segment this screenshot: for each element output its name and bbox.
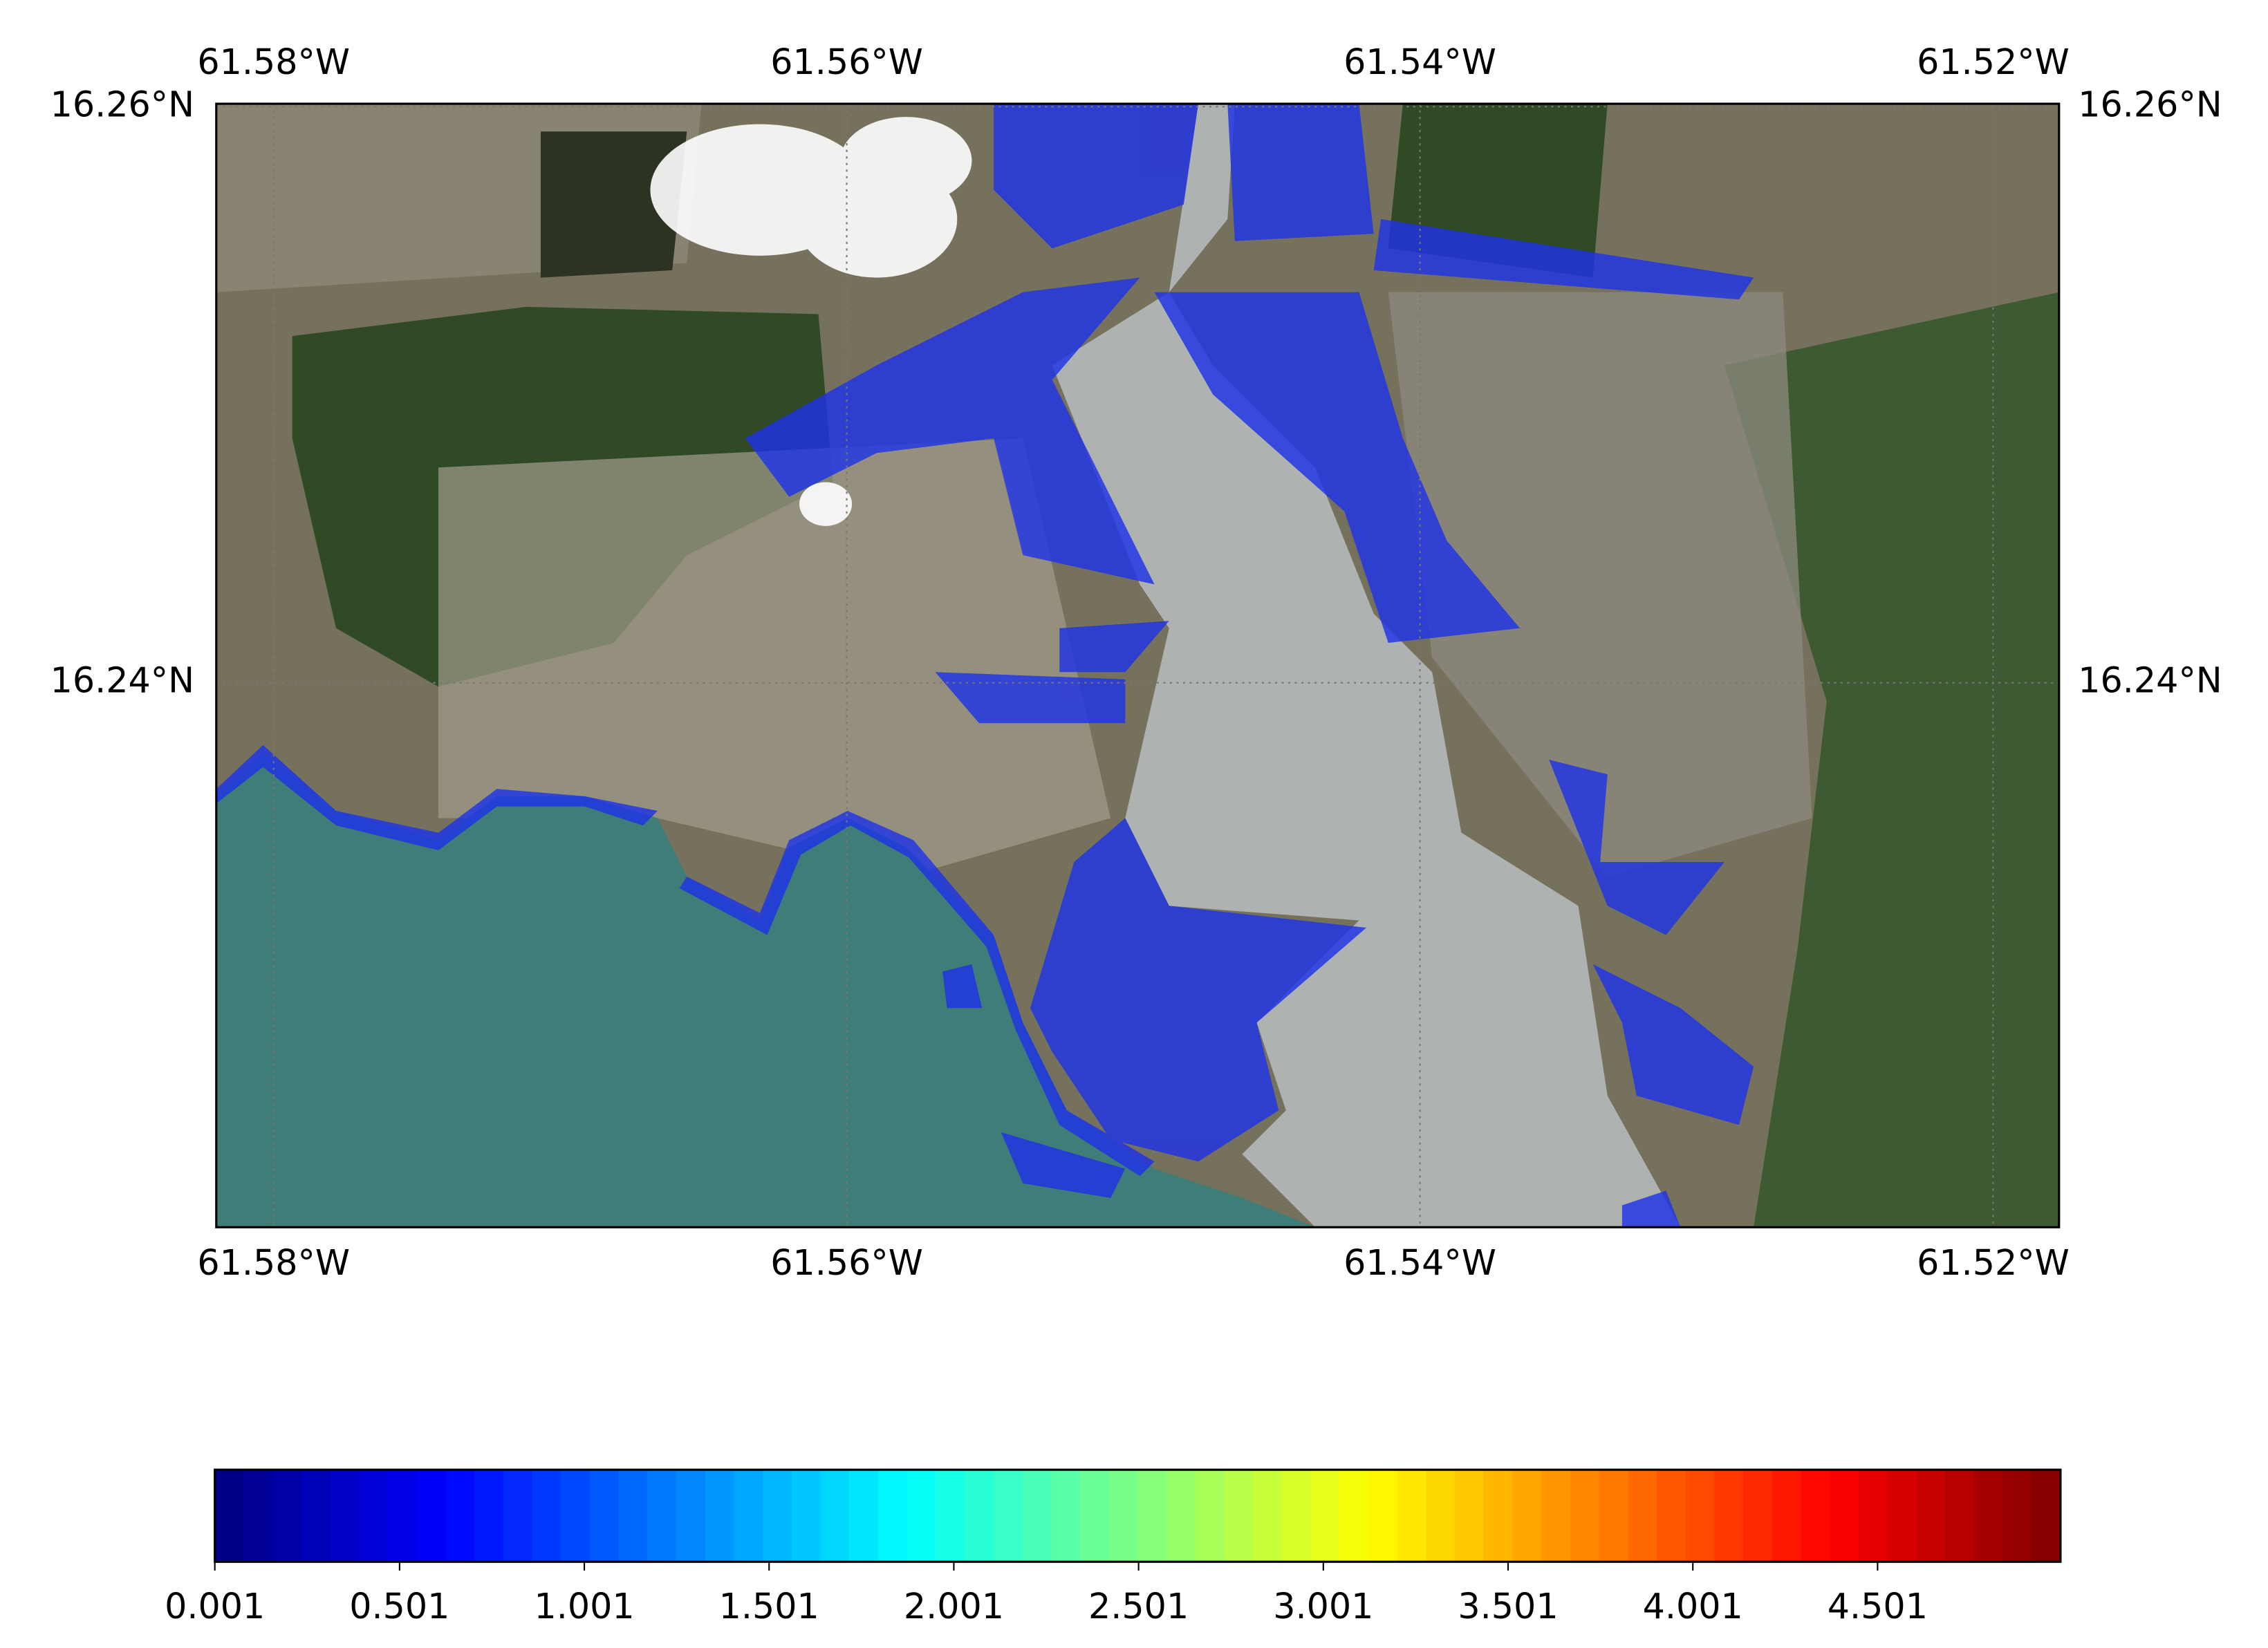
colorbar-band (1714, 1470, 1745, 1562)
x-tick-label: 61.52°W (1917, 41, 2070, 82)
colorbar-band (1166, 1470, 1196, 1562)
colorbar-band (1426, 1470, 1456, 1562)
colorbar-band (1397, 1470, 1427, 1562)
colorbar-band (330, 1470, 360, 1562)
colorbar-band (1801, 1470, 1831, 1562)
colorbar-band (1253, 1470, 1283, 1562)
colorbar-band (1887, 1470, 1917, 1562)
colorbar-band (1628, 1470, 1658, 1562)
x-tick-label: 61.58°W (197, 1242, 350, 1283)
x-tick-label: 61.52°W (1917, 1242, 2070, 1283)
colorbar-band (1368, 1470, 1398, 1562)
colorbar-tick-label: 2.001 (904, 1586, 1004, 1627)
x-tick-label: 61.58°W (197, 41, 350, 82)
colorbar-band (387, 1470, 418, 1562)
map-frame (215, 102, 2061, 1228)
colorbar-band (1108, 1470, 1139, 1562)
colorbar-band (936, 1470, 966, 1562)
colorbar-band (1455, 1470, 1485, 1562)
colorbar-band (2032, 1470, 2062, 1562)
y-tick-label: 16.26°N (2078, 84, 2222, 124)
colorbar-band (1051, 1470, 1081, 1562)
colorbar-band (1570, 1470, 1600, 1562)
colorbar-tick-label: 4.501 (1828, 1586, 1928, 1627)
colorbar-band (1224, 1470, 1254, 1562)
colorbar-band (965, 1470, 995, 1562)
colorbar-band (1512, 1470, 1543, 1562)
cloud (650, 117, 972, 526)
colorbar-band (1743, 1470, 1774, 1562)
colorbar-band (301, 1470, 331, 1562)
colorbar-band (1830, 1470, 1860, 1562)
flood-extent (216, 104, 1754, 1228)
colorbar-band (1685, 1470, 1716, 1562)
y-tick-label: 16.24°N (2078, 660, 2222, 701)
colorbar-band (1310, 1470, 1341, 1562)
colorbar-band (243, 1470, 274, 1562)
colorbar-tick-label: 1.501 (719, 1586, 819, 1627)
colorbar-band (907, 1470, 937, 1562)
colorbar-tick-label: 3.001 (1273, 1586, 1373, 1627)
colorbar-band (676, 1470, 706, 1562)
colorbar-tick-label: 3.501 (1458, 1586, 1558, 1627)
colorbar-band (359, 1470, 389, 1562)
colorbar-band (1858, 1470, 1888, 1562)
colorbar-band (532, 1470, 562, 1562)
colorbar-band (1079, 1470, 1110, 1562)
y-tick-label: 16.24°N (50, 660, 195, 701)
x-tick-label: 61.56°W (770, 1242, 923, 1283)
colorbar-band (1022, 1470, 1052, 1562)
x-tick-label: 61.54°W (1344, 41, 1496, 82)
colorbar-band (1772, 1470, 1802, 1562)
tick-labels: 61.58°W 61.58°W 61.56°W 61.56°W 61.54°W 61.54… (50, 41, 2222, 1283)
x-tick-label: 61.54°W (1344, 1242, 1496, 1283)
colorbar-band (445, 1470, 476, 1562)
colorbar-frame (214, 1468, 2062, 1563)
colorbar-tick-label: 4.001 (1643, 1586, 1743, 1627)
satellite-image (216, 104, 2059, 1228)
colorbar-band (1339, 1470, 1370, 1562)
y-tick-label: 16.26°N (50, 84, 195, 124)
colorbar-band (474, 1470, 505, 1562)
grid (216, 104, 2059, 1228)
colorbar-band (820, 1470, 850, 1562)
colorbar-band (1599, 1470, 1629, 1562)
colorbar-band (1195, 1470, 1225, 1562)
colorbar-band (2002, 1470, 2033, 1562)
colorbar-band (1916, 1470, 1946, 1562)
colorbar-band (416, 1470, 447, 1562)
colorbar-band (1483, 1470, 1514, 1562)
colorbar-band (647, 1470, 678, 1562)
colorbar-band (589, 1470, 620, 1562)
colorbar-tick-label: 0.001 (165, 1586, 265, 1627)
colorbar-band (618, 1470, 649, 1562)
colorbar-band (734, 1470, 764, 1562)
colorbar-tick-label: 1.001 (534, 1586, 634, 1627)
colorbar-band (1973, 1470, 2004, 1562)
colorbar-band (877, 1470, 908, 1562)
colorbar-band (503, 1470, 533, 1562)
colorbar-band (993, 1470, 1023, 1562)
colorbar-band (1541, 1470, 1572, 1562)
colorbar: 0.001 0.501 1.001 1.501 2.001 2.501 3.001 3.501… (165, 1468, 2062, 1627)
colorbar-band (1281, 1470, 1312, 1562)
colorbar-tick-label: 2.501 (1088, 1586, 1189, 1627)
colorbar-band (849, 1470, 880, 1562)
colorbar-band (791, 1470, 821, 1562)
colorbar-band (1137, 1470, 1168, 1562)
x-tick-label: 61.56°W (770, 41, 923, 82)
colorbar-band (705, 1470, 735, 1562)
colorbar-band (214, 1470, 245, 1562)
colorbar-band (1657, 1470, 1686, 1562)
colorbar-band (561, 1470, 591, 1562)
colorbar-tick-label: 0.501 (349, 1586, 449, 1627)
colorbar-band (1945, 1470, 1976, 1562)
colorbar-band (763, 1470, 793, 1562)
colorbar-band (272, 1470, 303, 1562)
